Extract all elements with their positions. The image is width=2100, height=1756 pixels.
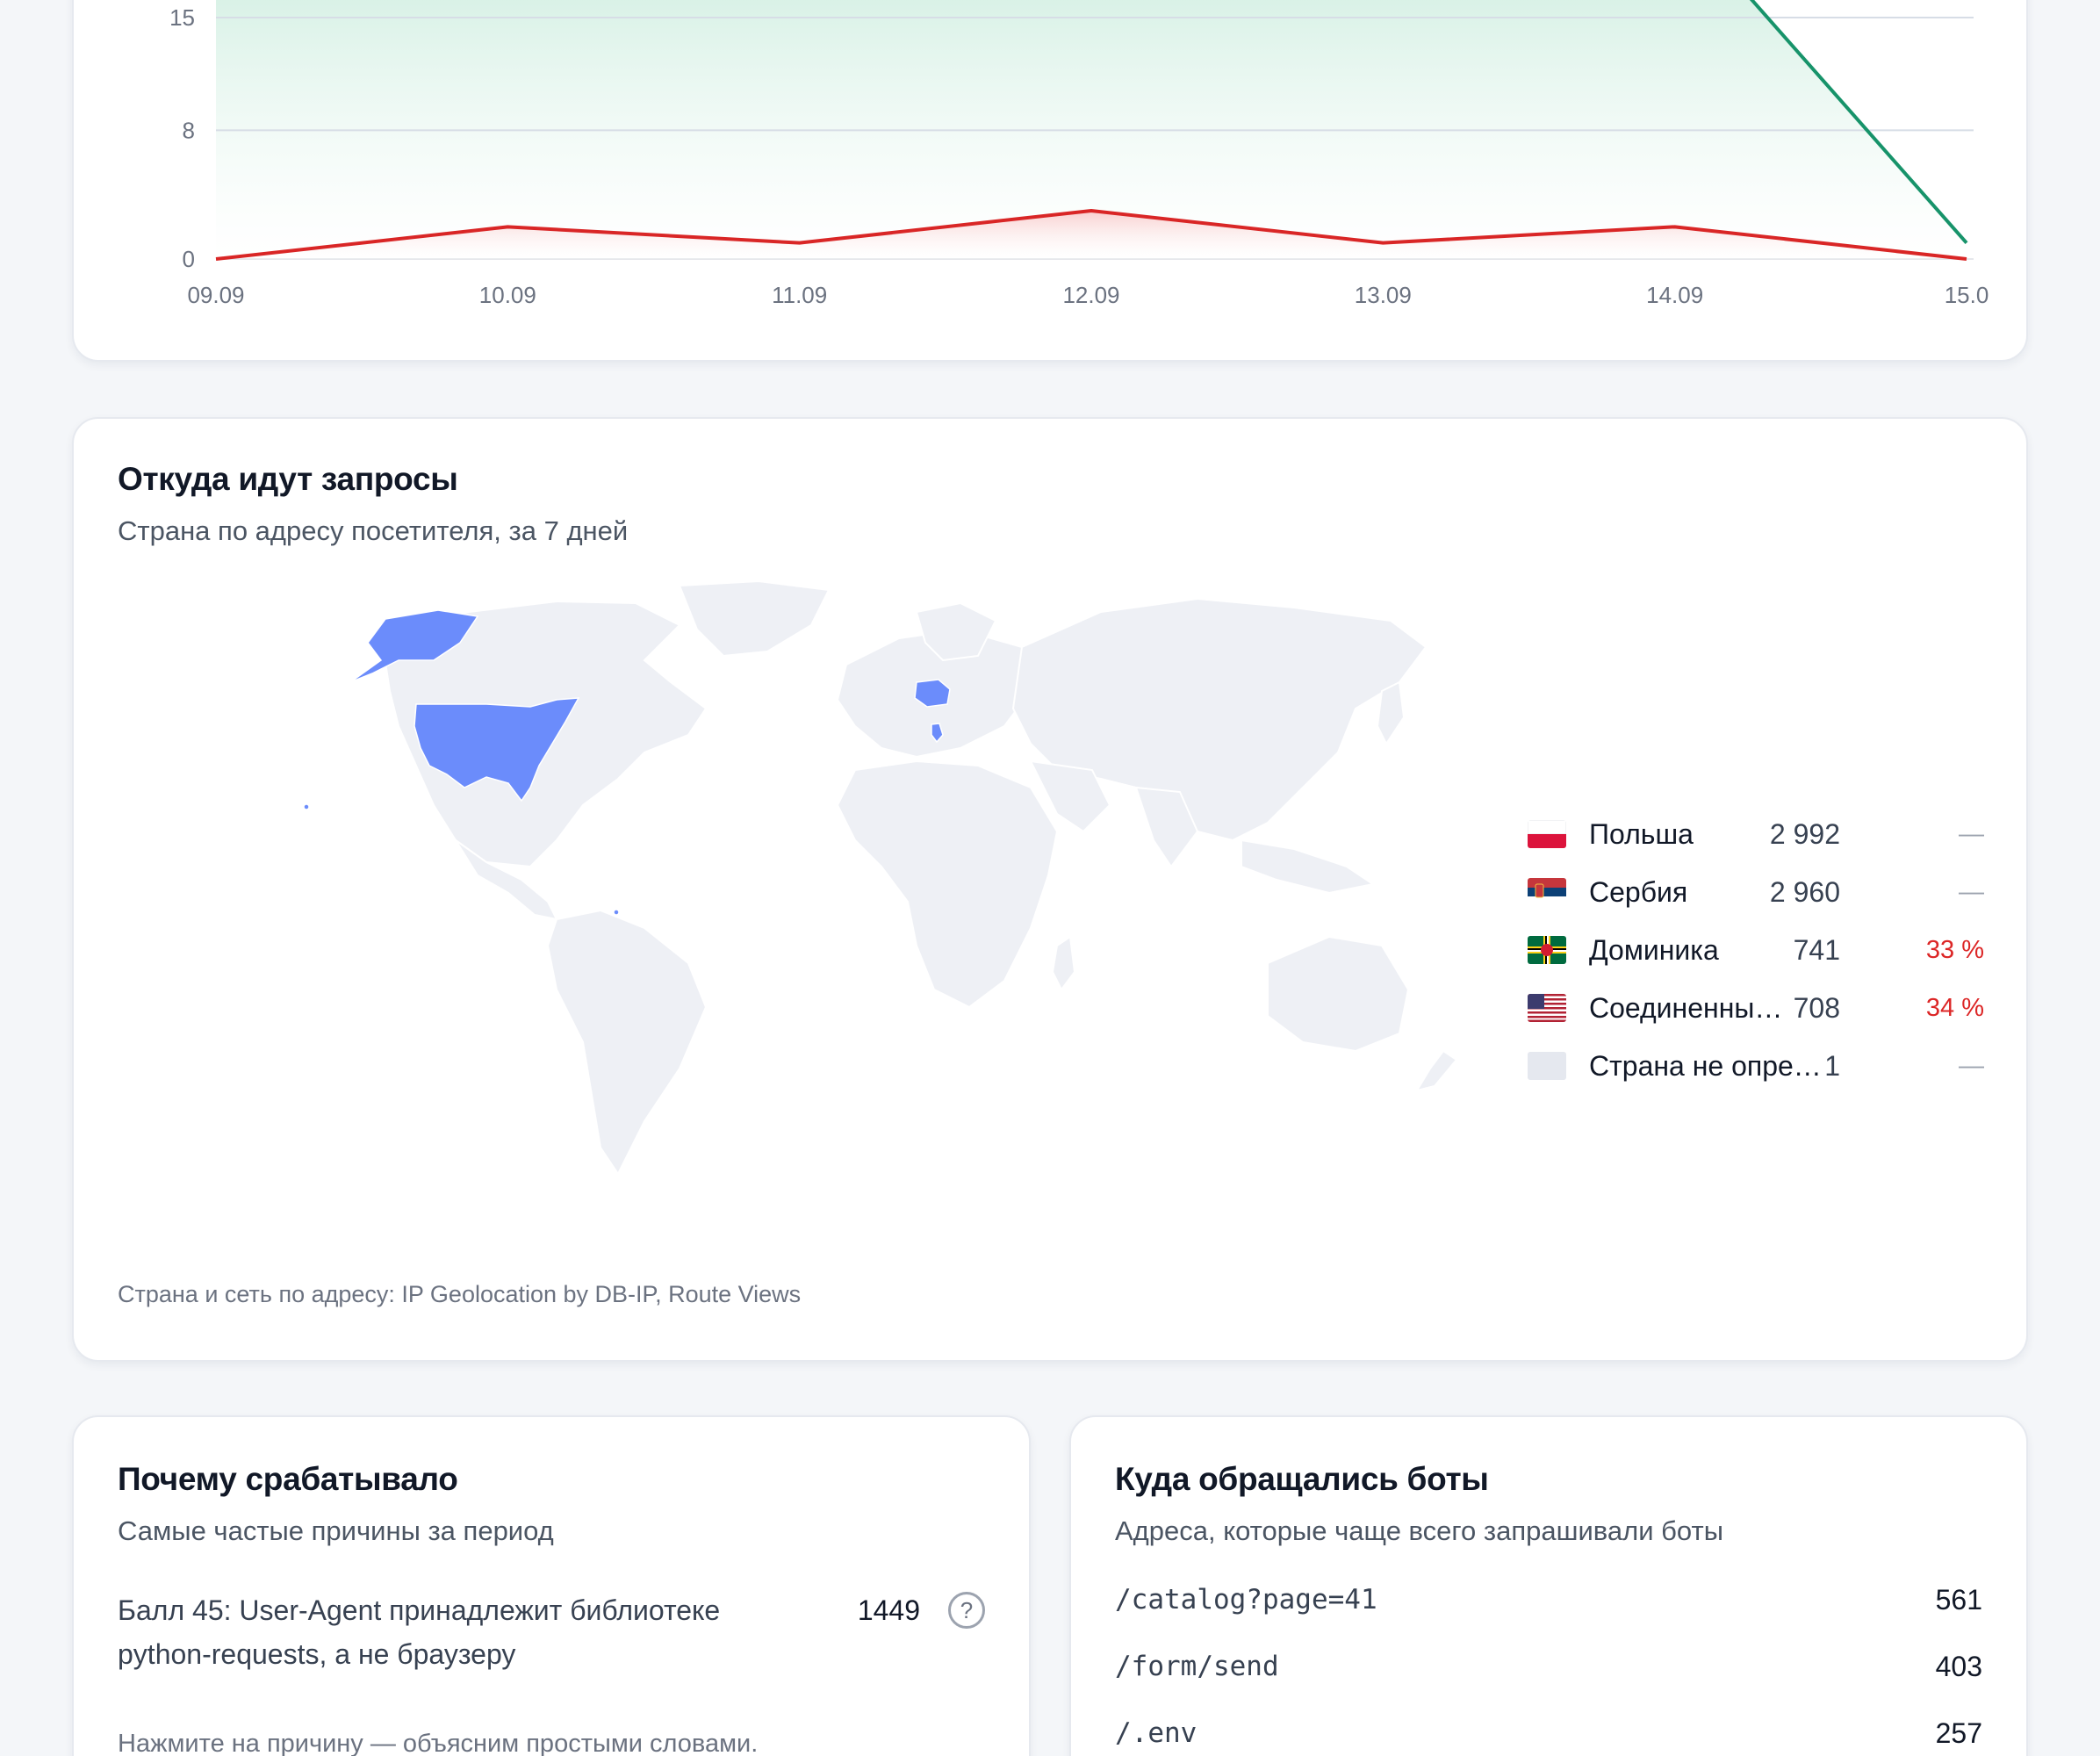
paths-title: Куда обращались боты xyxy=(1115,1461,1489,1497)
serbia-flag-icon xyxy=(1528,878,1566,906)
path-text: /.env xyxy=(1115,1717,1197,1749)
reasons-title: Почему срабатывало xyxy=(118,1461,458,1497)
map-new-zealand xyxy=(1414,1049,1458,1092)
trend-chart-card: 0 8 15 09.09 10.09 11.09 12.09 13.09 14.09 15.0 xyxy=(72,0,2028,362)
map-africa xyxy=(836,759,1059,1009)
country-legend: Польша 2 992 — Сербия 2 960 — Доминика 741 33 % С… xyxy=(1528,805,1984,1095)
map-south-america xyxy=(546,909,708,1176)
usa-flag-icon xyxy=(1528,994,1566,1022)
legend-country-name: Доминика xyxy=(1589,933,1719,966)
map-madagascar xyxy=(1051,935,1076,991)
legend-change: — xyxy=(1959,877,1984,906)
map-serbia xyxy=(931,723,944,744)
legend-value: 2 960 xyxy=(1769,875,1840,908)
world-map[interactable] xyxy=(267,577,1549,1209)
geo-card: Откуда идут запросы Страна по адресу пос… xyxy=(72,417,2028,1362)
x-tick-label: 15.0 xyxy=(1945,282,1989,308)
x-tick-label: 12.09 xyxy=(1062,282,1119,308)
y-tick-label: 0 xyxy=(183,246,195,272)
paths-card: Куда обращались боты Адреса, которые чащ… xyxy=(1069,1415,2028,1756)
path-row[interactable]: /catalog?page=41 561 xyxy=(1115,1584,1982,1628)
reasons-card: Почему срабатывало Самые частые причины … xyxy=(72,1415,1031,1756)
x-tick-label: 10.09 xyxy=(479,282,536,308)
legend-row[interactable]: Польша 2 992 — xyxy=(1528,805,1984,863)
x-tick-label: 09.09 xyxy=(187,282,244,308)
legend-value: 741 xyxy=(1793,933,1840,966)
unknown-flag-icon xyxy=(1528,1052,1566,1080)
y-tick-label: 8 xyxy=(183,117,195,143)
reason-item[interactable]: Балл 45: User-Agent принадлежит библиоте… xyxy=(118,1588,985,1685)
map-alaska xyxy=(349,609,479,683)
map-hawaii xyxy=(303,803,310,810)
path-row[interactable]: /.env 257 xyxy=(1115,1717,1982,1756)
map-scandinavia xyxy=(915,601,997,662)
legend-row[interactable]: Страна не опре… 1 — xyxy=(1528,1037,1984,1095)
series-red-line xyxy=(215,209,1967,261)
poland-flag-icon xyxy=(1528,820,1566,848)
legend-change: 34 % xyxy=(1925,993,1984,1022)
legend-country-name: Соединенны… xyxy=(1589,991,1783,1024)
legend-value: 2 992 xyxy=(1769,817,1840,850)
geo-subtitle: Страна по адресу посетителя, за 7 дней xyxy=(118,515,629,546)
geo-title: Откуда идут запросы xyxy=(118,461,458,497)
legend-country-name: Польша xyxy=(1589,817,1694,850)
map-se-asia xyxy=(1241,838,1376,895)
legend-value: 1 xyxy=(1824,1049,1840,1082)
reason-count: 1449 xyxy=(857,1594,920,1626)
path-count: 257 xyxy=(1935,1717,1982,1749)
y-tick-label: 15 xyxy=(169,4,195,31)
legend-row[interactable]: Соединенны… 708 34 % xyxy=(1528,979,1984,1037)
legend-change: 33 % xyxy=(1925,935,1984,964)
map-poland xyxy=(914,679,951,708)
x-tick-label: 13.09 xyxy=(1355,282,1412,308)
path-text: /catalog?page=41 xyxy=(1115,1584,1377,1616)
path-text: /form/send xyxy=(1115,1651,1279,1682)
x-tick-label: 11.09 xyxy=(772,282,827,308)
path-row[interactable]: /form/send 403 xyxy=(1115,1651,1982,1695)
map-india xyxy=(1134,786,1199,868)
reasons-subtitle: Самые частые причины за период xyxy=(118,1515,554,1546)
reason-text: Балл 45: User-Agent принадлежит библиоте… xyxy=(118,1594,721,1670)
help-icon[interactable]: ? xyxy=(948,1592,985,1629)
map-dominica xyxy=(613,909,620,916)
legend-value: 708 xyxy=(1793,991,1840,1024)
legend-change: — xyxy=(1959,1051,1984,1080)
map-usa xyxy=(414,697,580,802)
map-australia xyxy=(1267,935,1410,1053)
series-red-area xyxy=(216,211,1967,259)
legend-change: — xyxy=(1959,819,1984,848)
dominica-flag-icon xyxy=(1528,936,1566,964)
legend-country-name: Сербия xyxy=(1589,875,1688,908)
map-japan xyxy=(1376,680,1406,745)
geo-source-note: Страна и сеть по адресу: IP Geolocation … xyxy=(118,1281,802,1307)
path-count: 403 xyxy=(1935,1651,1982,1682)
series-green-line xyxy=(1749,0,1968,244)
map-greenland xyxy=(678,579,831,658)
x-tick-label: 14.09 xyxy=(1646,282,1703,308)
map-middle-east xyxy=(1029,759,1111,833)
legend-row[interactable]: Сербия 2 960 — xyxy=(1528,863,1984,921)
reasons-hint: Нажмите на причину — объясним простыми с… xyxy=(118,1730,759,1756)
legend-row[interactable]: Доминика 741 33 % xyxy=(1528,921,1984,979)
path-count: 561 xyxy=(1935,1584,1982,1616)
paths-subtitle: Адреса, которые чаще всего запрашивали б… xyxy=(1115,1515,1723,1546)
trend-chart: 0 8 15 09.09 10.09 11.09 12.09 13.09 14.09 15.0 xyxy=(169,0,1989,308)
legend-country-name: Страна не опре… xyxy=(1589,1049,1822,1082)
